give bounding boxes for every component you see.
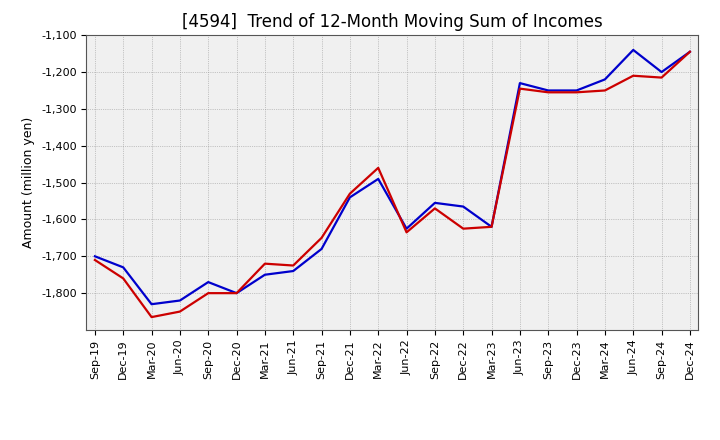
Net Income: [374, 165, 382, 170]
Ordinary Income: [544, 88, 552, 93]
Net Income: [233, 290, 241, 296]
Ordinary Income: [176, 298, 184, 303]
Net Income: [346, 191, 354, 196]
Ordinary Income: [402, 226, 411, 231]
Ordinary Income: [487, 224, 496, 229]
Ordinary Income: [629, 47, 637, 52]
Net Income: [487, 224, 496, 229]
Net Income: [402, 230, 411, 235]
Net Income: [431, 206, 439, 211]
Ordinary Income: [233, 290, 241, 296]
Ordinary Income: [318, 246, 326, 252]
Net Income: [459, 226, 467, 231]
Net Income: [204, 290, 212, 296]
Ordinary Income: [685, 49, 694, 55]
Net Income: [91, 257, 99, 263]
Ordinary Income: [148, 301, 156, 307]
Net Income: [176, 309, 184, 314]
Ordinary Income: [600, 77, 609, 82]
Ordinary Income: [119, 265, 127, 270]
Net Income: [657, 75, 666, 80]
Ordinary Income: [572, 88, 581, 93]
Net Income: [148, 315, 156, 320]
Net Income: [544, 90, 552, 95]
Ordinary Income: [431, 200, 439, 205]
Ordinary Income: [516, 81, 524, 86]
Ordinary Income: [204, 279, 212, 285]
Title: [4594]  Trend of 12-Month Moving Sum of Incomes: [4594] Trend of 12-Month Moving Sum of I…: [182, 13, 603, 31]
Net Income: [629, 73, 637, 78]
Ordinary Income: [374, 176, 382, 182]
Line: Net Income: Net Income: [95, 52, 690, 317]
Net Income: [600, 88, 609, 93]
Net Income: [685, 49, 694, 55]
Net Income: [516, 86, 524, 91]
Line: Ordinary Income: Ordinary Income: [95, 50, 690, 304]
Net Income: [289, 263, 297, 268]
Net Income: [572, 90, 581, 95]
Ordinary Income: [289, 268, 297, 274]
Net Income: [318, 235, 326, 241]
Net Income: [119, 276, 127, 281]
Ordinary Income: [261, 272, 269, 277]
Ordinary Income: [91, 253, 99, 259]
Net Income: [261, 261, 269, 266]
Ordinary Income: [459, 204, 467, 209]
Ordinary Income: [346, 194, 354, 200]
Y-axis label: Amount (million yen): Amount (million yen): [22, 117, 35, 248]
Ordinary Income: [657, 70, 666, 75]
